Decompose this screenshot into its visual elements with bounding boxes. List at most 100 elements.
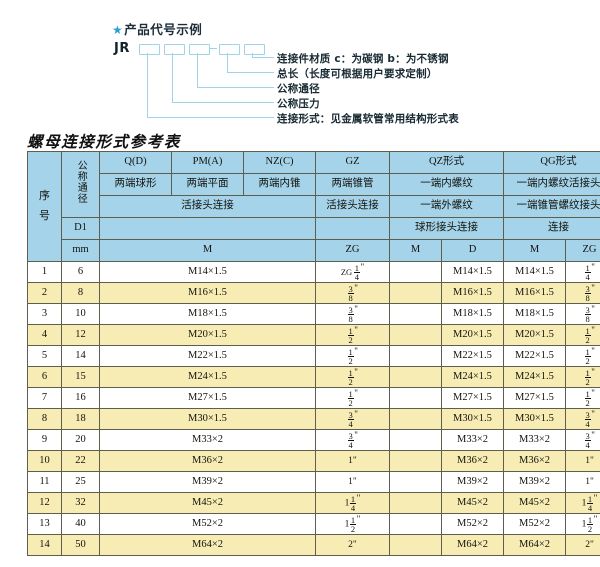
product-code-diagram: ★产品代号示例 JR 连接件材质 c：为碳钢 b：为不锈钢 总长（长度可根据用户… xyxy=(0,0,600,128)
cell-nominal-bore: 10 xyxy=(61,303,100,325)
cell-qz-m xyxy=(389,450,442,472)
table-row: 6 15 M24×1.5 1 2 " M24×1.5 M24×1.5 1 2 " xyxy=(27,366,600,388)
header-group-qd: Q(D) xyxy=(99,151,172,174)
cell-nominal-bore: 50 xyxy=(61,534,100,556)
table-row: 13 40 M52×2 1 1 2 " M52×2 M52×2 1 1 2 " xyxy=(27,513,600,535)
cell-nominal-bore: 25 xyxy=(61,471,100,493)
cell-seq: 6 xyxy=(27,366,62,388)
header-union-joint-left: 活接头连接 xyxy=(99,195,316,218)
code-label-nominal-press: 公称压力 xyxy=(277,98,320,110)
cell-seq: 4 xyxy=(27,324,62,346)
header-pma-desc: 两端平面 xyxy=(171,173,244,196)
code-separator-dash xyxy=(210,48,217,50)
cell-thread-m: M39×2 xyxy=(99,471,316,493)
leader-line-3-vertical xyxy=(197,53,199,88)
table-header-row-5: mm M ZG M D M ZG xyxy=(28,239,600,262)
cell-qz-d: M22×1.5 xyxy=(441,345,504,367)
cell-thread-m: M30×1.5 xyxy=(99,408,316,430)
table-row: 10 22 M36×2 1" M36×2 M36×2 1" xyxy=(27,450,600,472)
cell-nominal-bore: 22 xyxy=(61,450,100,472)
table-row: 8 18 M30×1.5 3 4 " M30×1.5 M30×1.5 3 4 " xyxy=(27,408,600,430)
code-box-4 xyxy=(219,44,240,55)
cell-qz-d: M33×2 xyxy=(441,429,504,451)
cell-thread-m: M64×2 xyxy=(99,534,316,556)
header-qg-connect: 连接 xyxy=(502,217,600,240)
code-label-nominal-bore: 公称通径 xyxy=(277,83,320,95)
code-box-2 xyxy=(164,44,185,55)
table-header-row-2: 两端球形 两端平面 两端内锥 两端锥管 一端内螺纹 一端内螺纹活接头 xyxy=(28,173,600,196)
cell-gz-zg: ZG 1 4 " xyxy=(315,261,390,283)
cell-qz-d: M24×1.5 xyxy=(441,366,504,388)
cell-seq: 11 xyxy=(27,471,62,493)
cell-gz-zg: 1 1 4 " xyxy=(315,492,390,514)
header-unit-qz-d: D xyxy=(441,239,504,262)
cell-qg-m: M45×2 xyxy=(503,492,566,514)
header-seq: 序号 xyxy=(27,151,62,262)
cell-qg-m: M16×1.5 xyxy=(503,282,566,304)
header-qg-desc: 一端内螺纹活接头 xyxy=(502,173,600,196)
cell-qg-m: M14×1.5 xyxy=(503,261,566,283)
header-gz-desc: 两端锥管 xyxy=(315,173,390,196)
header-nzc-desc: 两端内锥 xyxy=(243,173,316,196)
table-row: 3 10 M18×1.5 3 8 " M18×1.5 M18×1.5 3 8 " xyxy=(27,303,600,325)
cell-seq: 13 xyxy=(27,513,62,535)
cell-nominal-bore: 6 xyxy=(61,261,100,283)
leader-line-4-vertical xyxy=(227,53,229,73)
cell-qg-zg: 1 2 " xyxy=(564,345,600,367)
cell-qz-d: M64×2 xyxy=(441,534,504,556)
header-unit-qg-zg: ZG xyxy=(564,239,600,262)
cell-nominal-bore: 14 xyxy=(61,345,100,367)
product-code-heading: ★产品代号示例 xyxy=(112,19,202,38)
leader-line-3-horizontal xyxy=(197,87,274,89)
header-unit-mm: mm xyxy=(61,239,100,262)
cell-nominal-bore: 20 xyxy=(61,429,100,451)
cell-seq: 7 xyxy=(27,387,62,409)
header-unit-qg-m: M xyxy=(503,239,566,262)
cell-qg-zg: 3 8 " xyxy=(564,303,600,325)
cell-thread-m: M36×2 xyxy=(99,450,316,472)
cell-thread-m: M16×1.5 xyxy=(99,282,316,304)
nut-connection-table: 序号 公称通径 Q(D) PM(A) NZ(C) GZ QZ形式 QG形式 两端… xyxy=(27,151,600,556)
code-label-joint-type: 连接形式：见金属软管常用结构形式表 xyxy=(277,113,459,125)
cell-qz-m xyxy=(389,366,442,388)
cell-thread-m: M33×2 xyxy=(99,429,316,451)
cell-seq: 5 xyxy=(27,345,62,367)
cell-seq: 2 xyxy=(27,282,62,304)
cell-gz-zg: 1 2 " xyxy=(315,345,390,367)
star-icon: ★ xyxy=(112,23,124,37)
code-label-material: 连接件材质 c：为碳钢 b：为不锈钢 xyxy=(277,53,449,65)
cell-qg-zg: 3 4 " xyxy=(564,408,600,430)
cell-qz-d: M45×2 xyxy=(441,492,504,514)
cell-qz-d: M36×2 xyxy=(441,450,504,472)
code-label-total-length: 总长（长度可根据用户要求定制） xyxy=(277,68,438,80)
leader-line-1-horizontal xyxy=(147,117,274,119)
leader-line-5-vertical xyxy=(252,53,254,58)
table-row: 1 6 M14×1.5 ZG 1 4 " M14×1.5 M14×1.5 1 4 " xyxy=(27,261,600,283)
header-qg-thread: 一端锥管螺纹接头 xyxy=(502,195,600,218)
cell-gz-zg: 1 2 " xyxy=(315,387,390,409)
cell-thread-m: M24×1.5 xyxy=(99,366,316,388)
table-row: 14 50 M64×2 2" M64×2 M64×2 2" xyxy=(27,534,600,556)
table-header-row-1: 序号 公称通径 Q(D) PM(A) NZ(C) GZ QZ形式 QG形式 xyxy=(27,151,600,262)
cell-qg-zg: 2" xyxy=(564,534,600,556)
header-d1: D1 xyxy=(61,217,100,240)
cell-nominal-bore: 32 xyxy=(61,492,100,514)
cell-qz-d: M27×1.5 xyxy=(441,387,504,409)
cell-gz-zg: 1 2 " xyxy=(315,324,390,346)
cell-gz-zg: 3 8 " xyxy=(315,303,390,325)
cell-qz-m xyxy=(389,282,442,304)
cell-qg-m: M36×2 xyxy=(503,450,566,472)
cell-qg-m: M33×2 xyxy=(503,429,566,451)
header-group-qz: QZ形式 xyxy=(389,151,504,174)
cell-gz-zg: 2" xyxy=(315,534,390,556)
cell-seq: 14 xyxy=(27,534,62,556)
cell-seq: 8 xyxy=(27,408,62,430)
cell-thread-m: M20×1.5 xyxy=(99,324,316,346)
cell-qg-m: M18×1.5 xyxy=(503,303,566,325)
cell-qg-zg: 1 4 " xyxy=(564,261,600,283)
cell-qz-m xyxy=(389,471,442,493)
cell-qg-zg: 1 1 4 " xyxy=(564,492,600,514)
header-nominal-bore: 公称通径 xyxy=(61,151,100,218)
cell-qz-d: M16×1.5 xyxy=(441,282,504,304)
header-blank-left xyxy=(99,217,316,240)
